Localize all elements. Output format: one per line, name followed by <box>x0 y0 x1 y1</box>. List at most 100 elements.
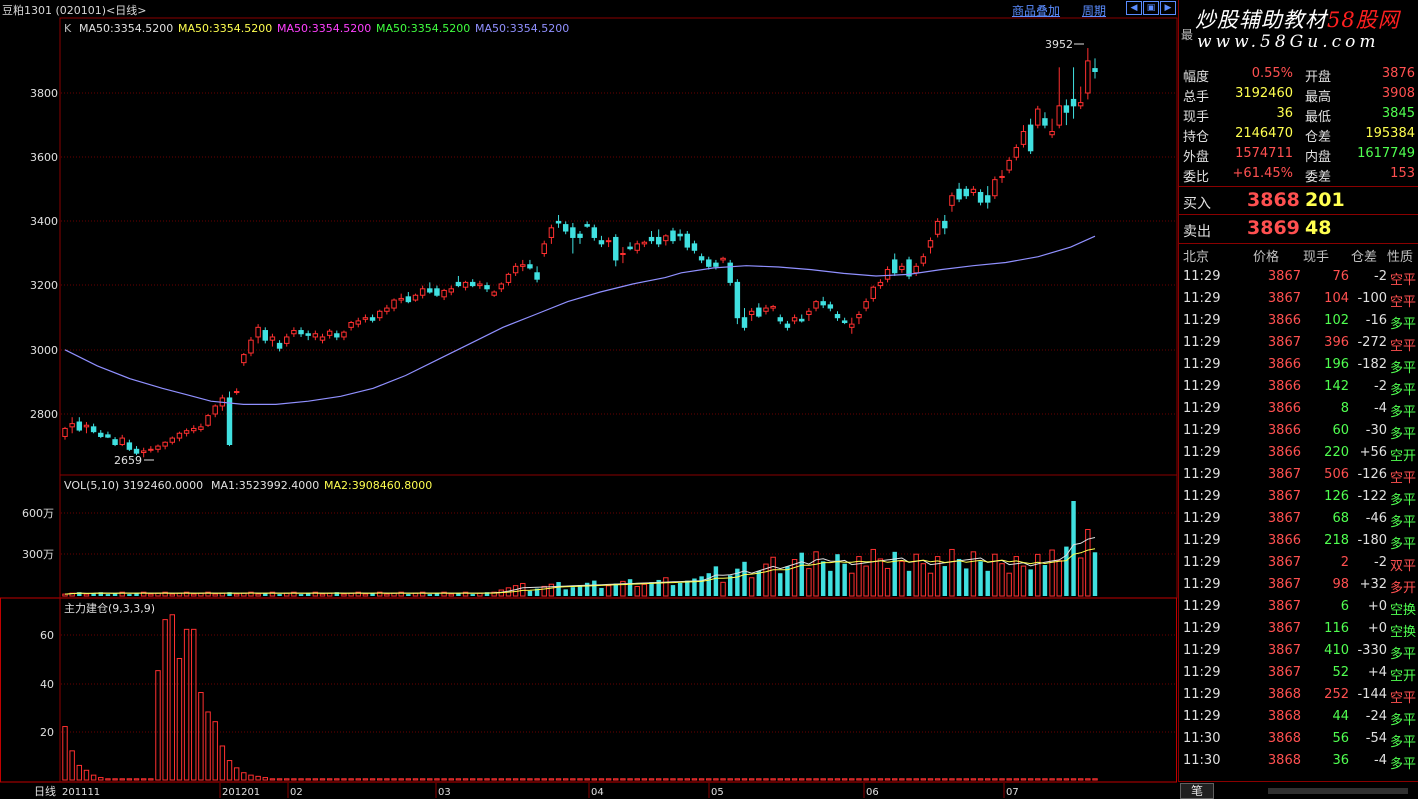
volume-bar <box>434 593 440 596</box>
candle-body <box>806 310 812 315</box>
title-bar: 豆粕1301 (020101)<日线> 商品叠加 周期 ◀ ▣ ▶ <box>0 0 1178 18</box>
candle-body <box>391 299 397 309</box>
volume-bar <box>663 577 669 597</box>
indicator-bar <box>491 778 497 781</box>
ma50-line <box>64 235 1096 405</box>
indicator-bar <box>176 658 183 781</box>
volume-bar <box>835 554 840 596</box>
indicator-bar <box>140 778 147 781</box>
indicator-bar <box>899 778 905 781</box>
volume-bar <box>83 593 90 597</box>
tick-oi: +0 <box>1367 621 1387 636</box>
candle-body <box>255 326 261 338</box>
period-link[interactable]: 周期 <box>1082 4 1107 18</box>
tick-row: 11:29 3867 506 -126 空平 <box>1179 464 1418 486</box>
next-button[interactable]: ▶ <box>1160 1 1176 15</box>
tick-nature: 双平 <box>1389 559 1416 574</box>
indicator-bar <box>412 778 419 781</box>
tick-price: 3868 <box>1267 709 1301 724</box>
volume-bar <box>462 591 469 597</box>
tick-row: 11:29 3867 2 -2 双平 <box>1179 552 1418 574</box>
candle-body <box>777 317 783 322</box>
indicator-bar <box>806 778 812 781</box>
x-tick: 02 <box>290 787 303 798</box>
indicator-bar <box>469 778 476 781</box>
indicator-bar <box>934 778 941 781</box>
quote-value: 3845 <box>1381 106 1415 121</box>
candle-body <box>613 236 619 261</box>
volume-bar <box>419 591 426 597</box>
tick-nature: 多平 <box>1389 317 1416 332</box>
bottom-tabbar: 笔 <box>1178 781 1418 799</box>
volume-bar <box>656 579 661 596</box>
tick-row: 11:29 3866 60 -30 多平 <box>1179 420 1418 442</box>
tick-row: 11:29 3868 252 -144 空平 <box>1179 684 1418 706</box>
tab-ticks[interactable]: 笔 <box>1180 783 1214 799</box>
tick-row: 11:29 3866 196 -182 多平 <box>1179 354 1418 376</box>
tick-oi: -16 <box>1365 313 1387 328</box>
indicator-bar <box>863 778 869 781</box>
tick-nature: 空平 <box>1389 295 1416 310</box>
tick-oi: -182 <box>1357 357 1387 372</box>
candle-body <box>148 448 154 451</box>
candle-body <box>98 432 104 437</box>
indicator-bar <box>884 778 891 781</box>
volume-bar <box>964 568 969 596</box>
tick-volume: 220 <box>1324 445 1349 460</box>
candle-body <box>405 296 412 303</box>
indicator-bar <box>813 778 819 781</box>
indicator-bar <box>348 778 354 781</box>
indicator-bar <box>219 745 226 781</box>
commodity-overlay-link[interactable]: 商品叠加 <box>1012 4 1061 18</box>
tick-time: 11:29 <box>1183 269 1221 284</box>
candle-body <box>305 333 311 336</box>
candle-body <box>512 265 519 274</box>
kline-legend: K MA50:3354.5200 MA50:3354.5200 MA50:335… <box>64 22 569 35</box>
period-label: 日线 <box>34 784 56 798</box>
candle-body <box>677 233 683 237</box>
indicator-bar <box>1077 778 1084 781</box>
candle-body <box>284 336 290 344</box>
candle-body <box>734 281 741 319</box>
candle-body <box>555 220 562 224</box>
restore-button[interactable]: ▣ <box>1143 1 1159 15</box>
legend-ma: MA50:3354.5200 <box>475 22 569 35</box>
indicator-bar <box>498 778 505 781</box>
volume-bar <box>77 592 82 596</box>
indicator-bar <box>784 778 791 781</box>
indicator-bar <box>105 778 111 781</box>
volume-bar <box>770 556 776 597</box>
indicator-bar <box>605 778 612 781</box>
tick-volume: 252 <box>1324 687 1349 702</box>
scrollbar[interactable] <box>1268 788 1408 794</box>
candle-body <box>112 439 118 445</box>
chart-area[interactable]: 3800 3600 3400 3200 3000 2800 600万 300万 … <box>0 0 1178 799</box>
indicator-bar <box>1063 778 1070 781</box>
candle-body <box>1063 105 1070 113</box>
prev-button[interactable]: ◀ <box>1126 1 1142 15</box>
candle-body <box>927 240 934 248</box>
tick-volume: 52 <box>1332 665 1349 680</box>
volume-bar <box>91 593 96 596</box>
indicator-bar <box>949 778 955 781</box>
candle-body <box>534 272 540 280</box>
candle-body <box>484 285 490 290</box>
volume-bar <box>548 583 555 597</box>
indicator-bar <box>555 778 562 781</box>
candle-body <box>706 259 712 267</box>
tick-time: 11:29 <box>1183 511 1221 526</box>
tick-row: 11:29 3867 52 +4 空开 <box>1179 662 1418 684</box>
candle-body <box>892 259 898 274</box>
quote-label: 仓差 <box>1305 130 1332 145</box>
tick-nature: 多平 <box>1389 493 1416 508</box>
candle-body <box>748 310 755 315</box>
y-tick: 3800 <box>30 87 58 100</box>
volume-bar <box>706 573 711 596</box>
volume-bar <box>1028 569 1033 596</box>
tick-volume: 142 <box>1324 379 1349 394</box>
tick-nature: 空开 <box>1389 669 1416 684</box>
volume-bar <box>634 586 640 597</box>
tick-time: 11:29 <box>1183 357 1221 372</box>
quote-label: 幅度 <box>1183 70 1210 85</box>
quote-value: 2146470 <box>1235 126 1293 141</box>
